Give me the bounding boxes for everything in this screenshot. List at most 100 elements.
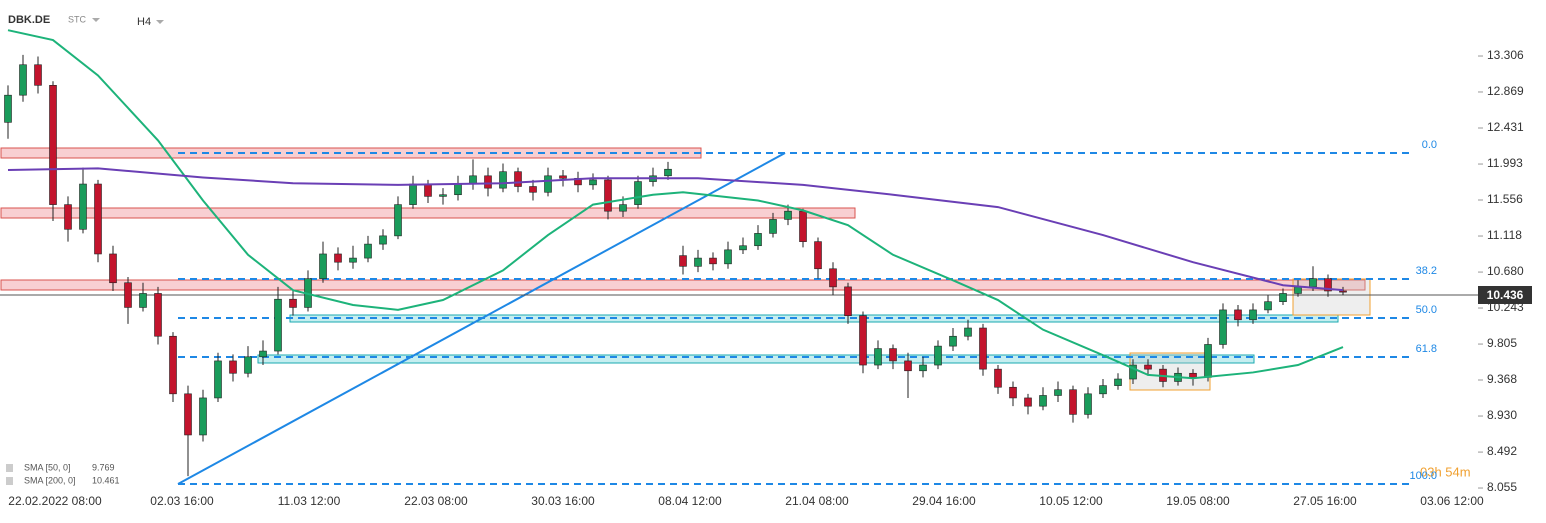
candle-body (979, 327, 987, 370)
dropdown-icon[interactable] (92, 18, 100, 22)
x-tick-label: 30.03 16:00 (531, 494, 595, 508)
candle-body (544, 175, 552, 193)
candle-body (1294, 286, 1302, 294)
candle-body (859, 315, 867, 366)
candle-body (364, 243, 372, 259)
candle-body (349, 257, 357, 263)
candle-body (499, 171, 507, 189)
candle-body (184, 393, 192, 436)
candle-body (934, 345, 942, 366)
candle-body (529, 186, 537, 193)
legend-icon (6, 464, 13, 472)
candle-body (229, 360, 237, 374)
candle-body (439, 194, 447, 197)
candle-body (64, 204, 72, 230)
y-tick-label: 12.431 (1487, 120, 1524, 134)
candle-body (1024, 397, 1032, 407)
candle-body (844, 286, 852, 316)
candle-body (1204, 344, 1212, 378)
dropdown-icon[interactable] (156, 20, 164, 24)
candle-body (949, 335, 957, 347)
y-tick-label: 11.118 (1487, 228, 1522, 242)
candle-body (289, 298, 297, 308)
candle-body (319, 253, 327, 279)
candle-body (994, 368, 1002, 388)
candle-body (964, 327, 972, 337)
candle-body (424, 183, 432, 197)
fib-label: 61.8 (1416, 343, 1437, 355)
legend-icon (6, 477, 13, 485)
y-tick-label: 9.805 (1487, 336, 1517, 350)
fib-label: 50.0 (1416, 304, 1437, 316)
candle-body (1069, 389, 1077, 415)
candle-body (454, 183, 462, 196)
x-tick-label: 10.05 12:00 (1039, 494, 1103, 508)
candle-body (1129, 364, 1137, 380)
candle-body (904, 360, 912, 372)
legend-value: 10.461 (92, 475, 120, 485)
candle-body (889, 348, 897, 362)
price-box (1478, 286, 1532, 304)
timeframe[interactable]: H4 (137, 16, 151, 28)
candle-body (124, 282, 132, 308)
candle-body (1279, 293, 1287, 302)
sma-line (7, 167, 1344, 292)
y-tick-label: 8.930 (1487, 408, 1517, 422)
y-tick-label: 11.993 (1487, 156, 1523, 170)
candle-body (1189, 372, 1197, 378)
candle-body (169, 335, 177, 395)
candle-body (1054, 389, 1062, 396)
candle-body (679, 255, 687, 267)
candle-body (1099, 385, 1107, 395)
candle-body (1039, 395, 1047, 407)
candle-body (214, 360, 222, 399)
y-tick-label: 10.680 (1487, 264, 1524, 278)
candle-body (244, 356, 252, 374)
candle-body (634, 181, 642, 205)
candle-body (259, 350, 267, 358)
candle-body (154, 293, 162, 337)
x-tick-label: 22.02.2022 08:00 (8, 494, 102, 508)
candle-body (139, 293, 147, 308)
y-tick-label: 8.492 (1487, 444, 1517, 458)
candle-body (34, 64, 42, 86)
candle-body (394, 204, 402, 237)
candle-body (4, 94, 12, 123)
candle-body (1309, 278, 1317, 288)
candle-body (784, 210, 792, 220)
candle-body (799, 210, 807, 242)
candle-body (1249, 309, 1257, 321)
current-price: 10.436 (1487, 288, 1524, 302)
candle-body (1324, 278, 1332, 292)
candle-body (664, 168, 672, 177)
candle-body (814, 241, 822, 270)
candle-body (514, 171, 522, 187)
candle-body (694, 257, 702, 267)
x-tick-label: 02.03 16:00 (150, 494, 214, 508)
candle-body (739, 245, 747, 251)
candle-body (199, 397, 207, 436)
candle-body (919, 364, 927, 372)
candle-body (724, 249, 732, 265)
x-tick-label: 19.05 08:00 (1166, 494, 1230, 508)
candle-body (1144, 364, 1152, 370)
bar-timer: 03h 54m (1420, 464, 1471, 479)
fib-label: 0.0 (1422, 139, 1437, 151)
symbol: DBK.DE (8, 14, 50, 26)
candle-body (109, 253, 117, 284)
legend-name: SMA [200, 0] (24, 475, 76, 485)
candle-body (1084, 393, 1092, 415)
candle-body (1234, 309, 1242, 321)
resistance-zone (0, 207, 856, 219)
candle-body (829, 268, 837, 288)
candle-body (589, 179, 597, 186)
y-tick-label: 13.306 (1487, 48, 1524, 62)
candle-body (1219, 309, 1227, 345)
y-tick-label: 8.055 (1487, 480, 1517, 494)
candle-body (1009, 386, 1017, 399)
legend-value: 9.769 (92, 462, 115, 472)
candle-body (754, 233, 762, 247)
candle-body (79, 183, 87, 230)
x-tick-label: 27.05 16:00 (1293, 494, 1357, 508)
